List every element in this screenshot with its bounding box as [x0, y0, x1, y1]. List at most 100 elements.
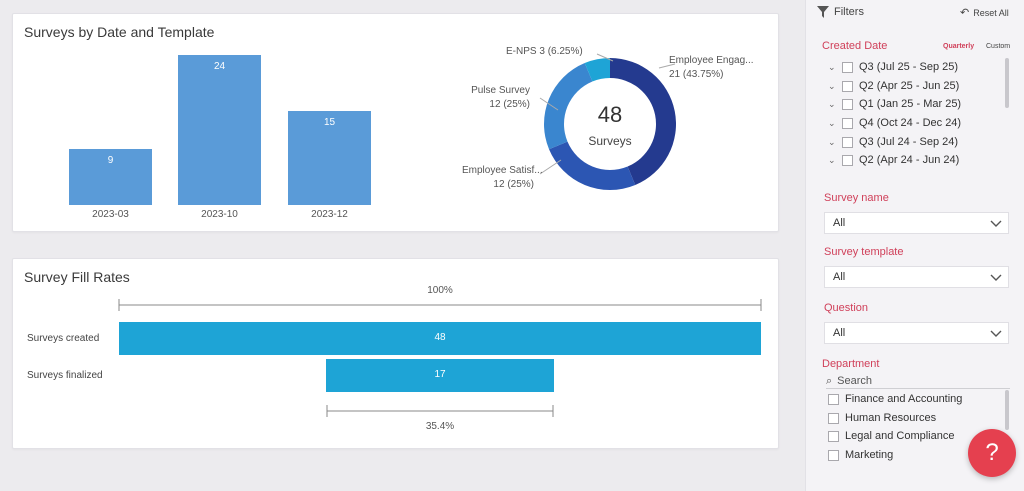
donut-leader-line — [658, 63, 676, 69]
donut-leader-line — [539, 159, 562, 175]
slice-value: 21 — [669, 69, 681, 80]
donut-leader-line — [596, 53, 614, 62]
checkbox — [842, 98, 853, 110]
date-item[interactable]: ⌄ Q2 (Apr 25 - Jun 25) — [828, 80, 960, 92]
chevron-down-icon — [990, 220, 1002, 227]
survey-fill-rates-card: Survey Fill Rates 100% 35.4% Surveys cre… — [12, 258, 779, 449]
checkbox — [842, 154, 853, 166]
checkbox — [828, 449, 839, 461]
chevron-down-icon: ⌄ — [828, 154, 836, 165]
department-item[interactable]: Legal and Compliance — [828, 428, 954, 444]
department-title: Department — [822, 358, 880, 370]
checkbox — [842, 136, 853, 148]
bar-category-label: 2023-10 — [201, 209, 238, 220]
chevron-down-icon: ⌄ — [828, 80, 836, 91]
slice-name: Employee Satisf... — [462, 165, 543, 176]
help-button[interactable]: ? — [968, 429, 1016, 477]
chevron-down-icon: ⌄ — [828, 61, 836, 72]
funnel-bar[interactable]: 48 — [119, 322, 761, 355]
bar[interactable]: 15 — [288, 111, 371, 205]
department-search[interactable]: ⌕ Search — [826, 374, 1010, 389]
chevron-down-icon: ⌄ — [828, 98, 836, 109]
bar-value-label: 15 — [323, 117, 336, 129]
donut-slice[interactable] — [544, 63, 593, 150]
bar[interactable]: 9 — [69, 148, 152, 205]
checkbox — [828, 393, 839, 405]
survey-name-dropdown[interactable]: All — [824, 212, 1009, 234]
donut-label-enps: E-NPS 3 (6.25%) — [506, 45, 583, 59]
bar[interactable]: 24 — [178, 55, 261, 205]
slice-pct: (43.75%) — [682, 69, 724, 80]
donut-slice[interactable] — [610, 58, 676, 185]
dropdown-value: All — [833, 271, 846, 283]
funnel-bar[interactable]: 17 — [326, 359, 554, 392]
checkbox — [842, 117, 853, 129]
filters-title: Filters — [834, 6, 864, 18]
question-dropdown[interactable]: All — [824, 322, 1009, 344]
reset-icon: ↶ — [960, 7, 970, 19]
funnel-bottom-pct: 35.4% — [425, 421, 455, 432]
donut-leader-line — [539, 97, 559, 111]
donut-chart — [539, 53, 676, 190]
donut-label-pulse: Pulse Survey 12 (25%) — [470, 84, 530, 112]
search-icon: ⌕ — [826, 374, 833, 387]
chevron-down-icon — [990, 274, 1002, 281]
donut-slice[interactable] — [549, 141, 636, 190]
donut-label-engagement: Employee Engag... 21 (43.75%) — [669, 54, 754, 82]
created-date-title: Created Date — [822, 40, 888, 52]
survey-template-dropdown[interactable]: All — [824, 266, 1009, 288]
mode-quarterly-tab[interactable]: Quarterly — [943, 43, 975, 50]
donut-label-satisfaction: Employee Satisf... 12 (25%) — [462, 164, 543, 192]
date-item[interactable]: ⌄ Q4 (Oct 24 - Dec 24) — [828, 117, 962, 129]
department-item[interactable]: Finance and Accounting — [828, 391, 962, 407]
mode-custom-tab[interactable]: Custom — [986, 43, 1011, 50]
date-item[interactable]: ⌄ Q3 (Jul 25 - Sep 25) — [828, 61, 959, 73]
dropdown-value: All — [833, 217, 846, 229]
filter-pane: Filters ↶ Reset All Created Date Quarter… — [805, 0, 1024, 491]
slice-name: Employee Engag... — [669, 55, 754, 66]
funnel-value-label: 48 — [434, 332, 446, 343]
question-title: Question — [824, 302, 869, 314]
department-item[interactable]: Human Resources — [828, 410, 936, 426]
department-item[interactable]: Marketing — [828, 447, 893, 463]
bar-category-label: 2023-12 — [311, 209, 348, 220]
bar-category-label: 2023-03 — [92, 209, 129, 220]
bar-value-label: 9 — [107, 154, 114, 166]
checkbox — [828, 412, 839, 424]
bar-chart: 9 2023-03 24 2023-10 15 2023-12 — [13, 14, 433, 233]
checkbox — [842, 61, 853, 73]
donut-slice[interactable] — [584, 58, 610, 82]
slice-pct: (6.25%) — [547, 46, 583, 57]
filter-header: Filters ↶ Reset All — [806, 0, 1024, 26]
funnel-label-created: Surveys created — [27, 333, 100, 344]
checkbox — [842, 80, 853, 92]
chevron-down-icon: ⌄ — [828, 117, 836, 128]
donut-center-value: 48 — [597, 102, 623, 127]
department-scrollbar[interactable] — [1005, 390, 1009, 430]
survey-template-title: Survey template — [824, 246, 904, 258]
reset-label: Reset All — [973, 7, 1009, 18]
donut-center-label: Surveys — [588, 134, 632, 148]
date-item[interactable]: ⌄ Q1 (Jan 25 - Mar 25) — [828, 98, 962, 110]
chevron-down-icon: ⌄ — [828, 136, 836, 147]
survey-name-title: Survey name — [824, 192, 889, 204]
checkbox — [828, 430, 839, 442]
date-list-scrollbar[interactable] — [1005, 58, 1009, 108]
reset-all-button[interactable]: ↶ Reset All — [960, 6, 1009, 19]
date-item[interactable]: ⌄ Q3 (Jul 24 - Sep 24) — [828, 136, 959, 148]
slice-pct: (25%) — [507, 179, 534, 190]
filter-icon — [817, 6, 829, 18]
funnel-top-pct: 100% — [427, 285, 453, 296]
slice-value: 12 — [493, 179, 505, 190]
funnel-value-label: 17 — [434, 369, 446, 380]
slice-name: Pulse Survey — [471, 85, 530, 96]
search-placeholder: Search — [837, 375, 873, 387]
funnel-label-finalized: Surveys finalized — [27, 370, 103, 381]
slice-name: E-NPS 3 — [506, 46, 545, 57]
surveys-by-date-card: Surveys by Date and Template 9 2023-03 24 2… — [12, 13, 779, 232]
slice-pct: (25%) — [503, 99, 530, 110]
funnel-brackets — [118, 299, 762, 417]
date-item[interactable]: ⌄ Q2 (Apr 24 - Jun 24) — [828, 154, 960, 166]
chevron-down-icon — [990, 330, 1002, 337]
card-title: Surveys by Date and Template — [24, 24, 215, 40]
